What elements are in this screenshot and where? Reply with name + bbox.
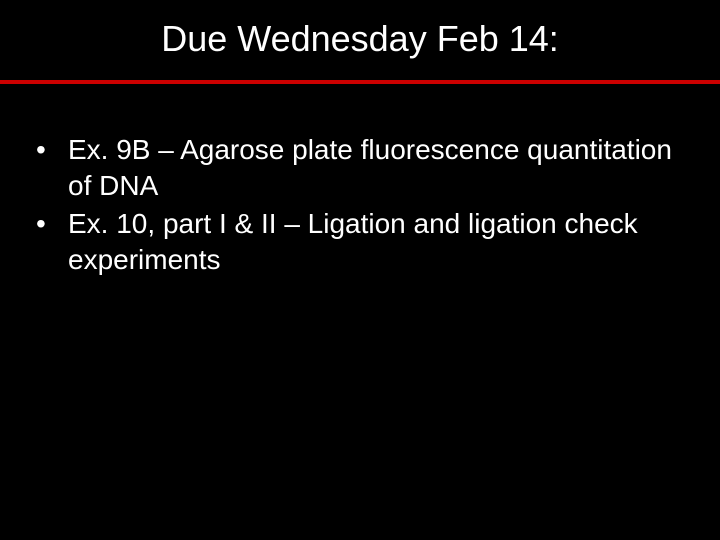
bullet-icon: • [34,206,68,242]
content-area: • Ex. 9B – Agarose plate fluorescence qu… [0,84,720,278]
list-item: • Ex. 9B – Agarose plate fluorescence qu… [34,132,686,204]
title-area: Due Wednesday Feb 14: [0,0,720,74]
slide: Due Wednesday Feb 14: • Ex. 9B – Agarose… [0,0,720,540]
list-item: • Ex. 10, part I & II – Ligation and lig… [34,206,686,278]
bullet-icon: • [34,132,68,168]
slide-title: Due Wednesday Feb 14: [0,18,720,60]
bullet-text: Ex. 9B – Agarose plate fluorescence quan… [68,132,686,204]
bullet-text: Ex. 10, part I & II – Ligation and ligat… [68,206,686,278]
